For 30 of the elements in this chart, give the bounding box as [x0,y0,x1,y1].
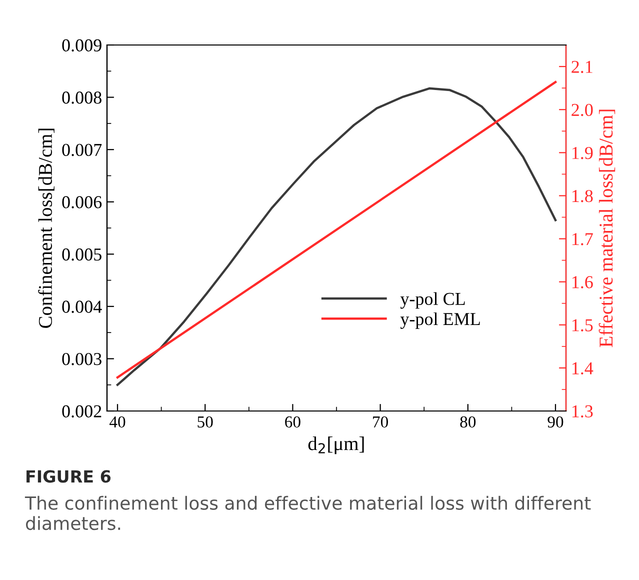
text: The confinement loss and effective material loss with different diameters. [24,496,591,530]
y2-tick-label: 1.3 [572,405,593,418]
y2-tick-label: 1.5 [572,319,593,332]
legend-label: y-pol CL [400,292,465,309]
y-tick-label: 0.005 [62,248,102,261]
y2-tick-label: 1.6 [572,276,593,288]
x-tick-label: 90 [548,416,564,428]
y-tick-label: 0.002 [62,405,102,418]
y2-tick-label: 2.0 [572,104,593,116]
y-axis-title: Confinement loss[dB/cm] [38,128,54,328]
y-tick-label: 0.006 [62,196,102,208]
y2-tick-label: 1.4 [572,362,594,374]
legend-label: y-pol EML [400,312,480,329]
y2-tick-label: 1.9 [572,146,593,160]
x-axis-title: d$_{2}$[μm] [308,436,364,454]
y-tick-label: 0.004 [62,300,102,313]
x-tick-label: 70 [373,416,388,428]
y-tick-label: 0.007 [62,144,102,156]
caption: FIGURE 6 [26,470,111,483]
y2-tick-label: 1.8 [572,190,593,202]
y-tick-label: 0.009 [62,39,102,52]
y2-tick-label: 1.7 [572,233,593,246]
y-tick-label: 0.003 [62,352,102,366]
y2-tick-label: 2.1 [572,60,592,74]
x-tick-label: 80 [460,416,476,428]
x-tick-label: 40 [110,416,126,428]
y-tick-label: 0.008 [62,92,102,104]
x-tick-label: 60 [285,416,300,428]
y2-axis-title: Effective material loss[dB/cm] [598,110,616,348]
x-tick-label: 50 [198,416,213,428]
